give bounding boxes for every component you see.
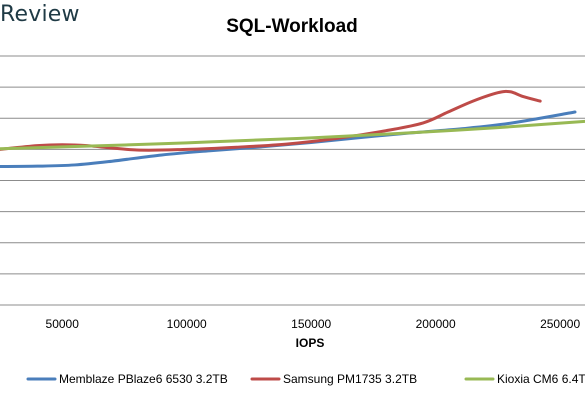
x-tick-label: 200000 — [416, 317, 456, 331]
x-axis-ticks: 50000 100000 150000 200000 250000 — [46, 317, 581, 331]
x-tick-label: 100000 — [167, 317, 207, 331]
legend-label: Memblaze PBlaze6 6530 3.2TB — [59, 372, 228, 386]
gridlines — [0, 55, 585, 306]
legend: Memblaze PBlaze6 6530 3.2TB Samsung PM173… — [26, 372, 585, 386]
x-tick-label: 150000 — [291, 317, 331, 331]
plot-area — [0, 89, 585, 168]
legend-label: Kioxia CM6 6.4TB — [497, 372, 585, 386]
brand-logo: Review — [0, 2, 80, 27]
chart-title: SQL-Workload — [226, 16, 358, 37]
x-tick-label: 50000 — [46, 317, 80, 331]
legend-label: Samsung PM1735 3.2TB — [283, 372, 417, 386]
x-tick-label: 250000 — [540, 317, 580, 331]
series-line-3 — [0, 119, 585, 151]
series-line-2 — [0, 89, 542, 152]
x-axis-title: IOPS — [296, 336, 325, 350]
